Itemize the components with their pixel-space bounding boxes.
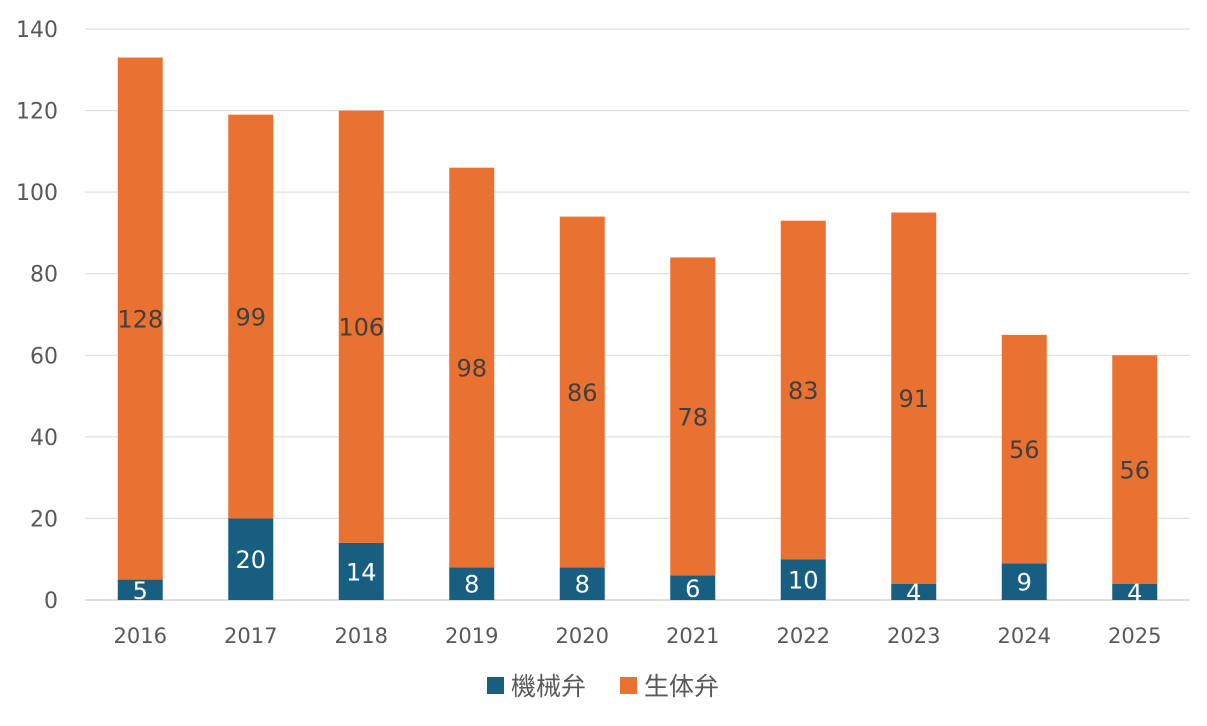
bar-biological	[449, 167, 495, 568]
data-label: 4	[906, 579, 921, 607]
y-tick-label: 20	[30, 507, 58, 532]
bar-mechanical	[891, 583, 937, 600]
data-label: 91	[898, 385, 929, 413]
legend-swatch	[487, 677, 504, 694]
data-label: 20	[235, 546, 266, 574]
x-tick-label: 2017	[224, 624, 277, 648]
data-label: 99	[235, 304, 266, 332]
y-tick-label: 80	[30, 263, 58, 288]
bar-mechanical	[338, 542, 384, 600]
data-label: 6	[685, 575, 700, 603]
bar-mechanical	[670, 575, 716, 600]
bar-mechanical	[1001, 563, 1047, 600]
bar-biological	[891, 212, 937, 584]
x-tick-label: 2024	[998, 624, 1051, 648]
data-label: 8	[464, 571, 479, 599]
data-label: 86	[567, 379, 598, 407]
x-tick-label: 2018	[335, 624, 388, 648]
x-tick-label: 2025	[1108, 624, 1161, 648]
legend-label: 機械弁	[511, 672, 586, 701]
data-label: 56	[1119, 456, 1150, 484]
data-label: 9	[1017, 569, 1032, 597]
data-label: 128	[117, 306, 163, 334]
bar-biological	[228, 114, 274, 519]
bar-biological	[670, 257, 716, 576]
y-tick-label: 0	[44, 589, 58, 614]
y-tick-label: 40	[30, 426, 58, 451]
bar-biological	[117, 57, 163, 580]
bar-biological	[1112, 355, 1158, 584]
bar-mechanical	[780, 559, 826, 600]
x-tick-label: 2019	[445, 624, 498, 648]
data-label: 4	[1127, 579, 1142, 607]
x-tick-label: 2023	[887, 624, 940, 648]
bar-mechanical	[1112, 583, 1158, 600]
data-label: 56	[1009, 436, 1040, 464]
data-label: 106	[338, 314, 384, 342]
y-tick-label: 120	[16, 100, 58, 125]
x-tick-label: 2016	[114, 624, 167, 648]
bar-biological	[780, 220, 826, 560]
bar-biological	[559, 216, 605, 568]
legend-label: 生体弁	[644, 672, 719, 701]
data-label: 14	[346, 558, 377, 586]
x-tick-label: 2022	[777, 624, 830, 648]
bar-mechanical	[449, 567, 495, 600]
data-label: 10	[788, 567, 819, 595]
bar-mechanical	[117, 579, 163, 600]
bar-biological	[1001, 334, 1047, 564]
y-tick-label: 140	[16, 18, 58, 43]
data-label: 78	[677, 403, 708, 431]
bar-mechanical	[228, 518, 274, 600]
data-label: 98	[456, 355, 487, 383]
y-tick-label: 60	[30, 344, 58, 369]
data-label: 83	[788, 377, 819, 405]
y-tick-label: 100	[16, 181, 58, 206]
x-tick-label: 2020	[556, 624, 609, 648]
x-tick-label: 2021	[666, 624, 719, 648]
data-label: 8	[575, 571, 590, 599]
legend-swatch	[620, 677, 637, 694]
data-label: 5	[133, 577, 148, 605]
bar-mechanical	[559, 567, 605, 600]
bar-biological	[338, 110, 384, 543]
